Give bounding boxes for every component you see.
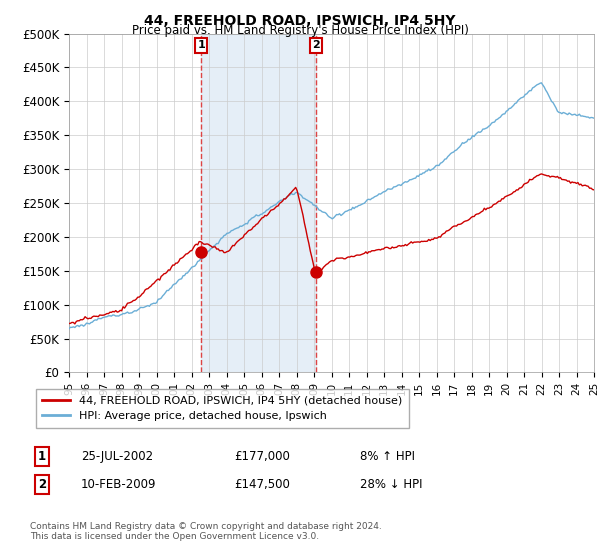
Text: 1: 1 bbox=[38, 450, 46, 463]
Text: Contains HM Land Registry data © Crown copyright and database right 2024.
This d: Contains HM Land Registry data © Crown c… bbox=[30, 522, 382, 542]
Text: 8% ↑ HPI: 8% ↑ HPI bbox=[360, 450, 415, 463]
Legend: 44, FREEHOLD ROAD, IPSWICH, IP4 5HY (detached house), HPI: Average price, detach: 44, FREEHOLD ROAD, IPSWICH, IP4 5HY (det… bbox=[35, 389, 409, 428]
Text: 2: 2 bbox=[38, 478, 46, 491]
Text: 1: 1 bbox=[197, 40, 205, 50]
Text: £147,500: £147,500 bbox=[234, 478, 290, 491]
Text: 2: 2 bbox=[312, 40, 320, 50]
Text: 10-FEB-2009: 10-FEB-2009 bbox=[81, 478, 157, 491]
Text: 28% ↓ HPI: 28% ↓ HPI bbox=[360, 478, 422, 491]
Text: 25-JUL-2002: 25-JUL-2002 bbox=[81, 450, 153, 463]
Text: 44, FREEHOLD ROAD, IPSWICH, IP4 5HY: 44, FREEHOLD ROAD, IPSWICH, IP4 5HY bbox=[144, 14, 456, 28]
Bar bbox=[201, 34, 316, 372]
Text: Price paid vs. HM Land Registry's House Price Index (HPI): Price paid vs. HM Land Registry's House … bbox=[131, 24, 469, 36]
Text: £177,000: £177,000 bbox=[234, 450, 290, 463]
